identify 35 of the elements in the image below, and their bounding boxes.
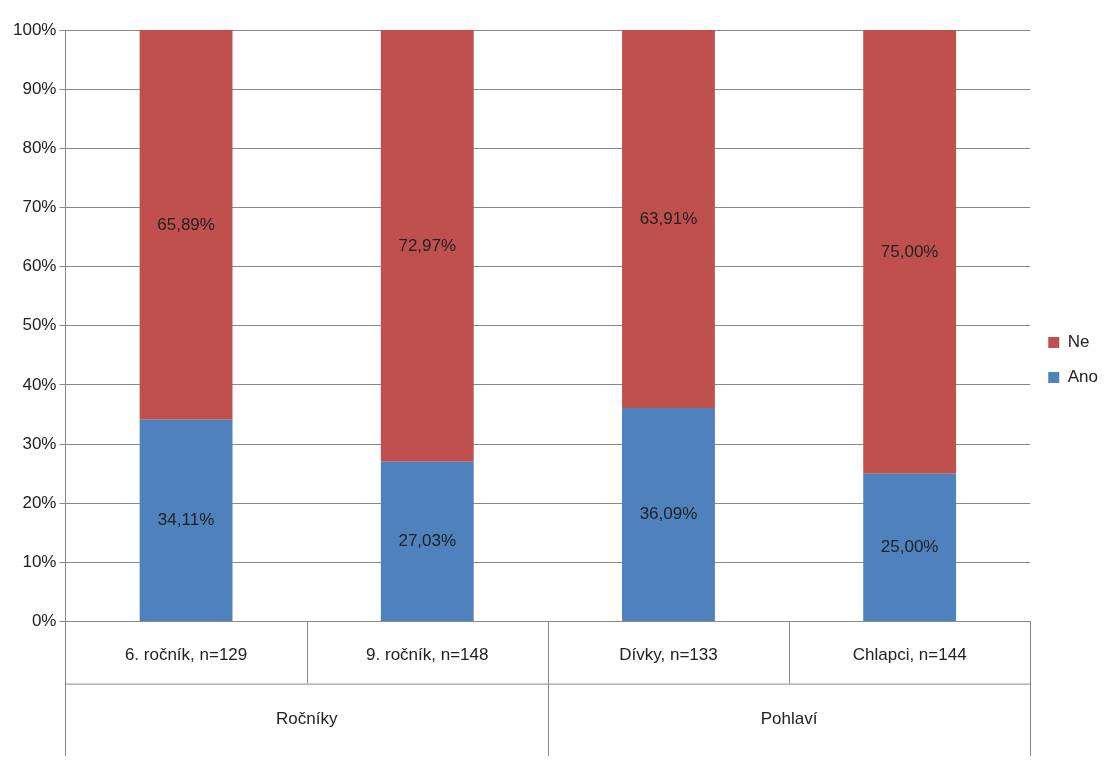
y-tick-label: 80% xyxy=(22,138,57,158)
bar xyxy=(139,30,233,420)
y-tick-label: 60% xyxy=(22,256,57,276)
bar xyxy=(863,30,957,474)
y-tick-label: 0% xyxy=(31,611,57,631)
bar xyxy=(622,30,715,409)
text: Pohlaví xyxy=(760,709,818,729)
y-tick-label: 100% xyxy=(13,19,57,39)
data-label: 25,00% xyxy=(880,537,939,557)
x-tick-label: Chlapci, n=144 xyxy=(852,645,967,665)
legend-label: Ne xyxy=(1067,332,1090,352)
text: Ročníky xyxy=(275,709,338,729)
data-label: 65,89% xyxy=(157,214,215,234)
data-label: 75,00% xyxy=(880,241,939,261)
data-label: 72,97% xyxy=(398,235,457,255)
bar xyxy=(863,473,957,622)
y-tick-label: 90% xyxy=(22,78,57,98)
x-tick-label: 6. ročník, n=129 xyxy=(124,645,248,665)
x-tick-label: 9. ročník, n=148 xyxy=(366,645,489,665)
y-tick-label: 10% xyxy=(22,552,57,572)
y-tick-label: 30% xyxy=(22,433,57,453)
y-tick-label: 70% xyxy=(22,197,57,217)
y-tick-label: 40% xyxy=(22,374,57,394)
data-label: 36,09% xyxy=(639,504,698,524)
y-tick-label: 20% xyxy=(22,492,57,512)
bar xyxy=(380,30,474,462)
data-label: 34,11% xyxy=(157,510,215,530)
data-label: 27,03% xyxy=(398,531,457,551)
bar xyxy=(380,461,474,622)
data-label: 63,91% xyxy=(639,208,698,228)
legend-label: Ano xyxy=(1067,367,1098,387)
y-tick-label: 50% xyxy=(22,315,57,335)
bar xyxy=(139,419,233,622)
x-tick-label: Dívky, n=133 xyxy=(619,645,718,665)
bar xyxy=(622,408,715,622)
